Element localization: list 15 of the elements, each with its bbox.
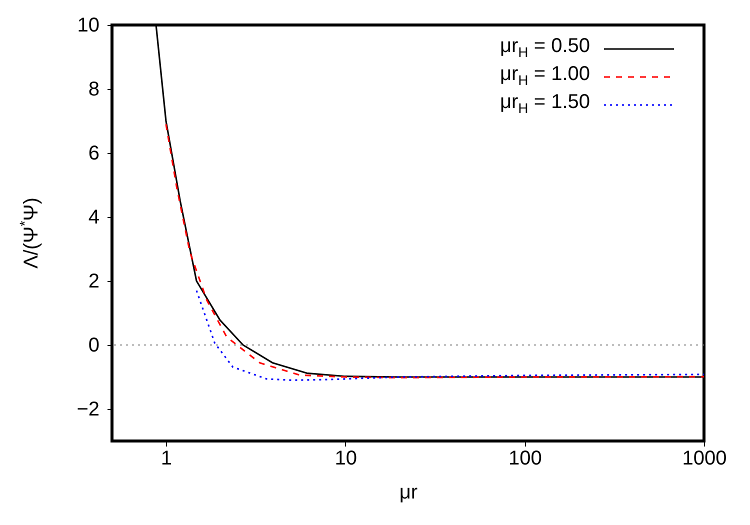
y-tick-label: 6 [88, 142, 100, 164]
y-tick-label: 0 [88, 334, 100, 356]
x-tick-label: 10 [334, 448, 357, 470]
x-tick-label: 100 [508, 448, 542, 470]
x-tick-label: 1 [160, 448, 172, 470]
y-tick-label: −2 [76, 398, 100, 420]
x-axis-title: μr [399, 482, 418, 504]
y-tick-label: 8 [88, 78, 100, 100]
y-tick-label: 2 [88, 270, 100, 292]
legend-label: μr$_{H}$ = 0.50 [500, 35, 590, 62]
legend-label: μr$_{H}$ = 1.50 [500, 91, 590, 118]
x-tick-label: 1000 [682, 448, 727, 470]
y-tick-label: 10 [77, 14, 100, 36]
legend-label: μr$_{H}$ = 1.00 [500, 63, 590, 90]
y-tick-label: 4 [88, 206, 100, 228]
